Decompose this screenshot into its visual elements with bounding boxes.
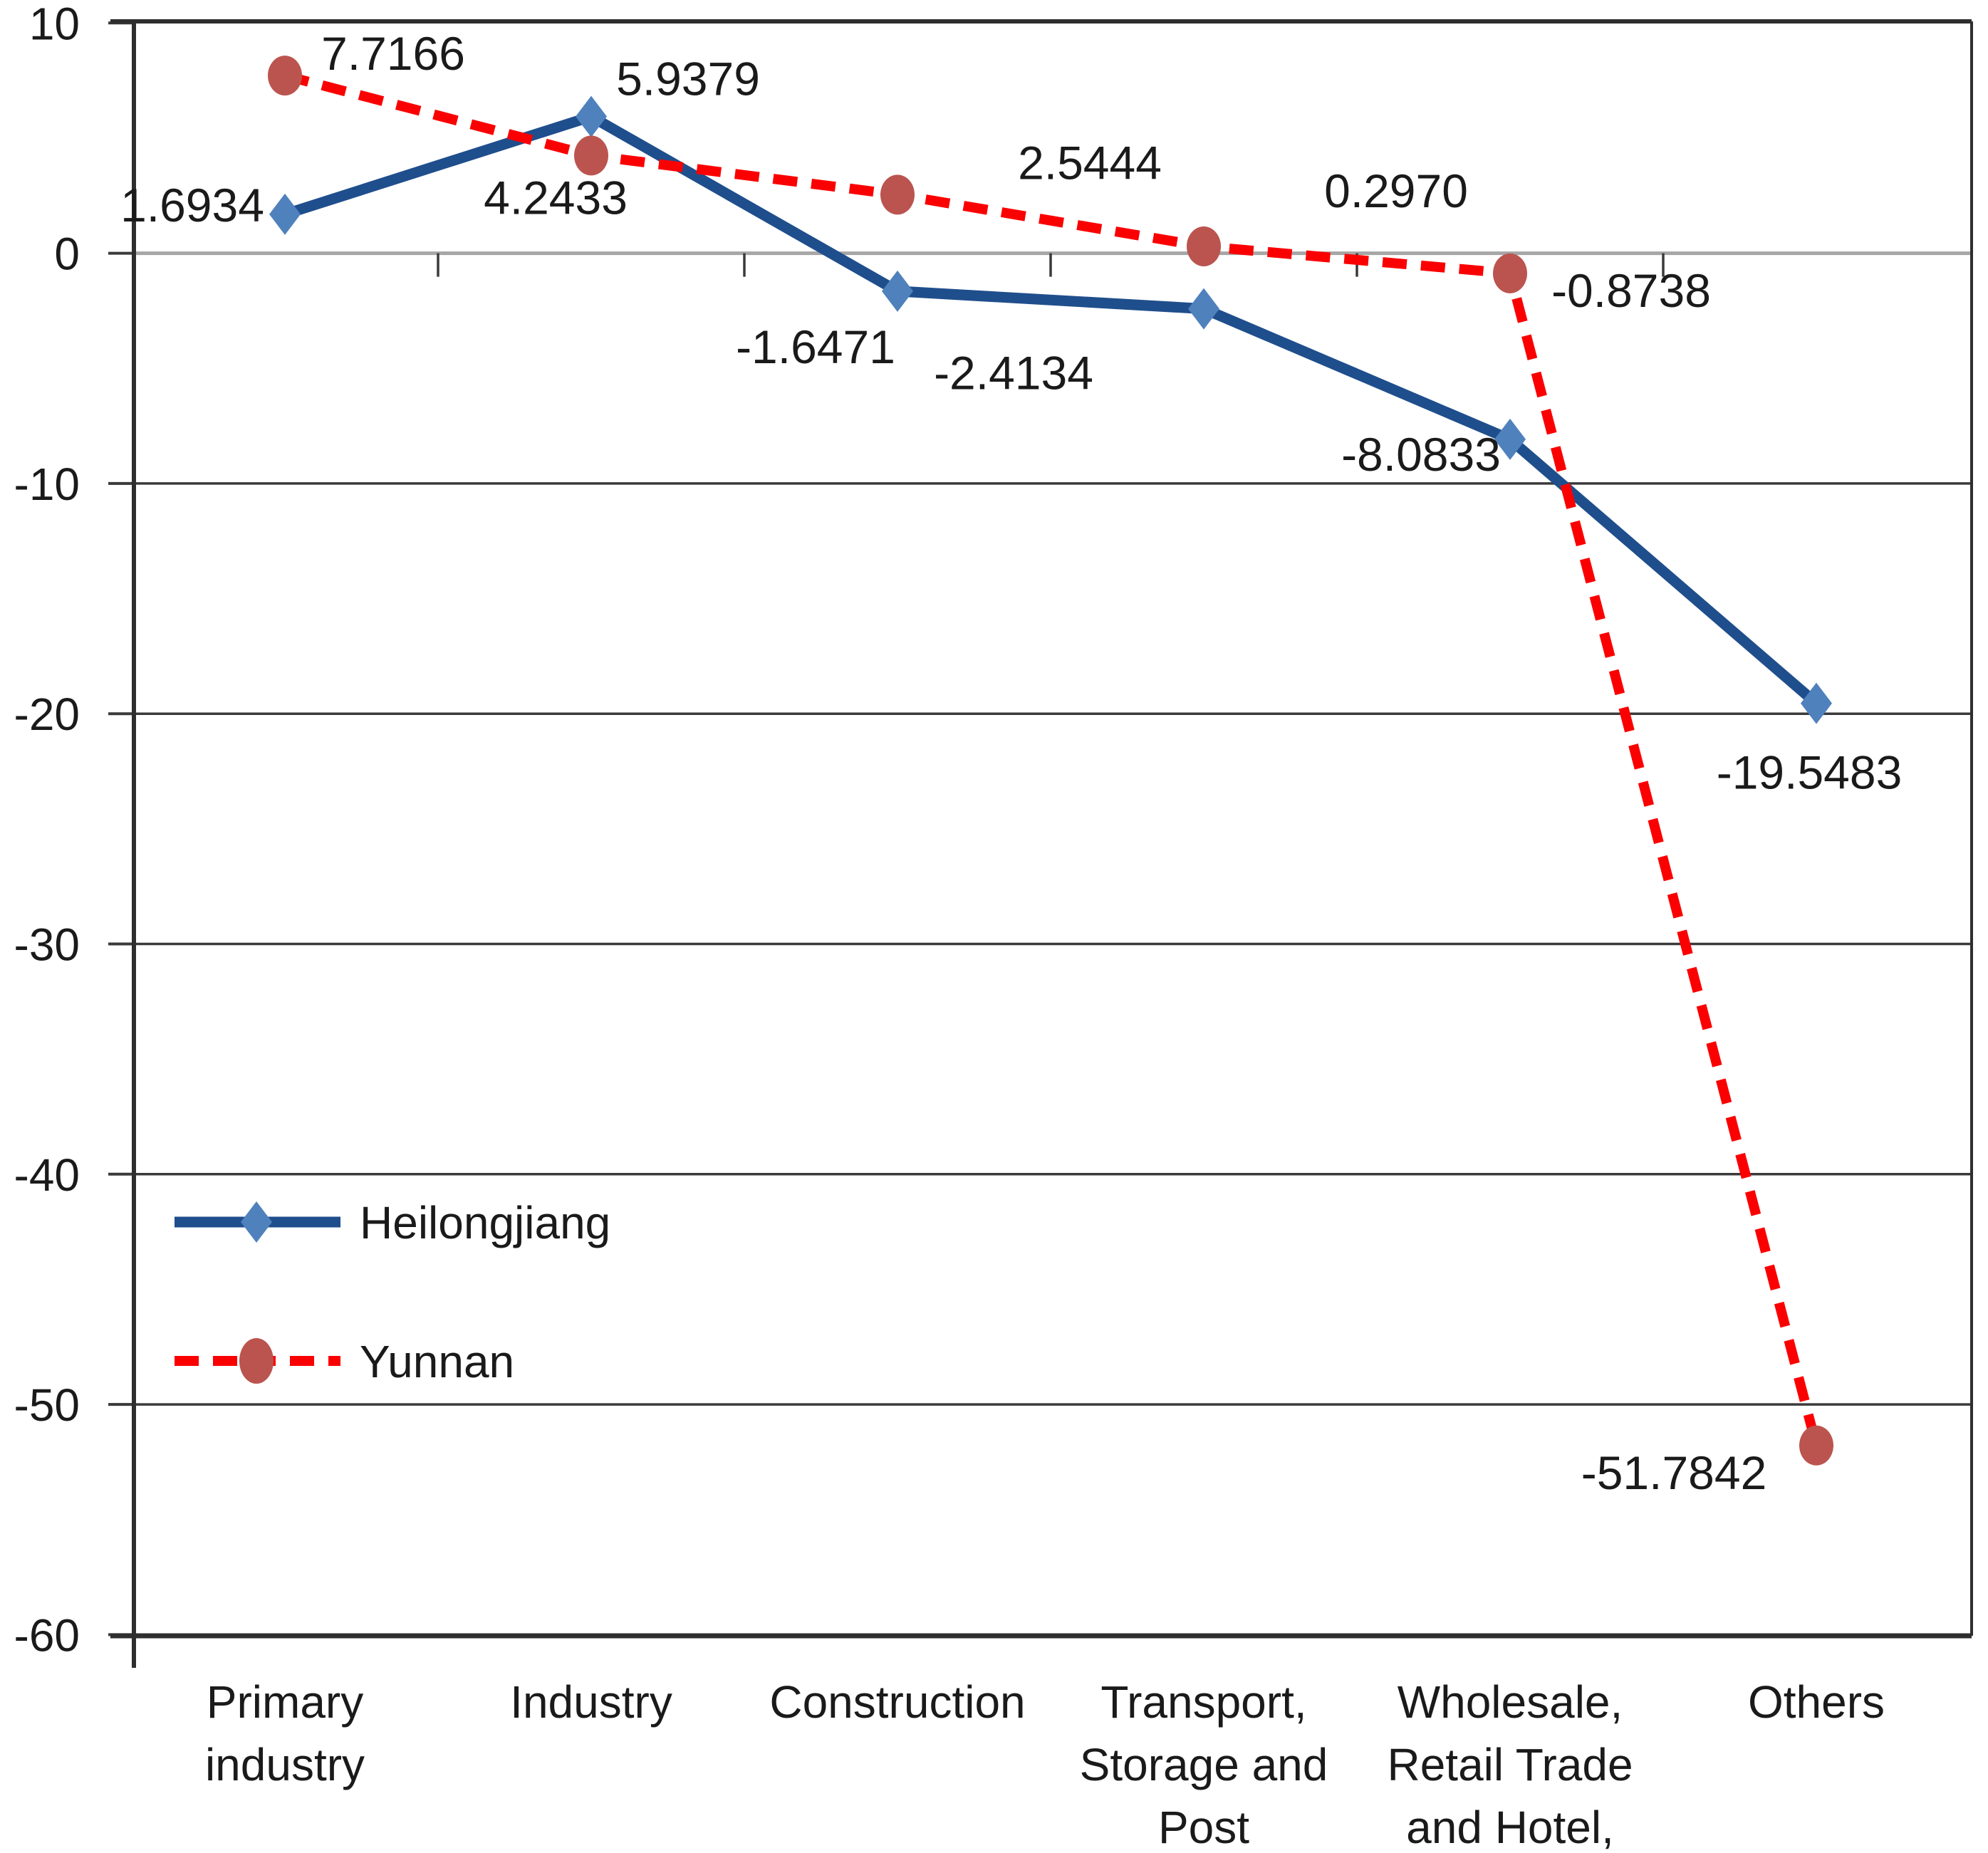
marker-diamond-heilongjiang [882,270,913,312]
marker-diamond-heilongjiang [269,193,301,235]
category-label: Construction [769,1676,1025,1728]
value-label: -19.5483 [1717,746,1903,799]
marker-circle-yunnan [1493,253,1527,293]
category-label: Retail Trade [1387,1739,1633,1790]
y-tick-label: -10 [14,459,80,510]
y-tick-label: 10 [29,0,80,49]
value-label: 0.2970 [1324,165,1468,217]
category-label: Wholesale, [1398,1676,1623,1728]
y-tick-label: -30 [14,919,80,971]
value-label: 4.2433 [484,171,628,224]
marker-diamond-heilongjiang [1801,682,1832,724]
y-tick-label: -40 [14,1149,80,1201]
series-line-yunnan [283,71,1821,1447]
value-label: -51.7842 [1581,1446,1767,1499]
marker-circle-yunnan [880,174,915,215]
category-label: Industry [510,1676,672,1728]
legend-label: Heilongjiang [360,1197,610,1248]
category-label: Post [1158,1802,1249,1853]
value-label: 2.5444 [1018,136,1162,189]
marker-circle-yunnan [268,56,302,96]
y-tick-label: -50 [14,1379,80,1431]
value-label: 1.6934 [120,179,264,231]
y-tick-label: -60 [14,1609,80,1661]
value-label: -2.4134 [934,347,1093,400]
marker-diamond-heilongjiang [576,95,607,137]
value-label: -0.8738 [1551,264,1711,317]
value-label: -1.6471 [736,320,895,373]
category-label: Storage and [1080,1739,1328,1790]
value-label: 7.7166 [321,27,465,80]
category-label: Transport, [1100,1676,1306,1728]
category-label: Others [1748,1676,1885,1728]
y-tick-label: -20 [14,689,80,740]
legend-marker-yunnan [239,1338,274,1384]
marker-diamond-heilongjiang [1494,418,1526,460]
value-label: 5.9379 [616,53,760,105]
marker-circle-yunnan [1799,1425,1833,1466]
marker-diamond-heilongjiang [1188,288,1219,330]
category-label: industry [205,1739,365,1790]
series-line-heilongjiang [279,111,1822,709]
legend-label: Yunnan [360,1336,514,1387]
legend-marker-heilongjiang [241,1201,272,1243]
category-label: and Hotel, [1406,1802,1614,1853]
value-label: -8.0833 [1341,428,1501,481]
marker-circle-yunnan [1187,226,1221,266]
marker-circle-yunnan [574,135,608,176]
category-label: Primary [207,1676,363,1728]
y-tick-label: 0 [54,229,80,280]
